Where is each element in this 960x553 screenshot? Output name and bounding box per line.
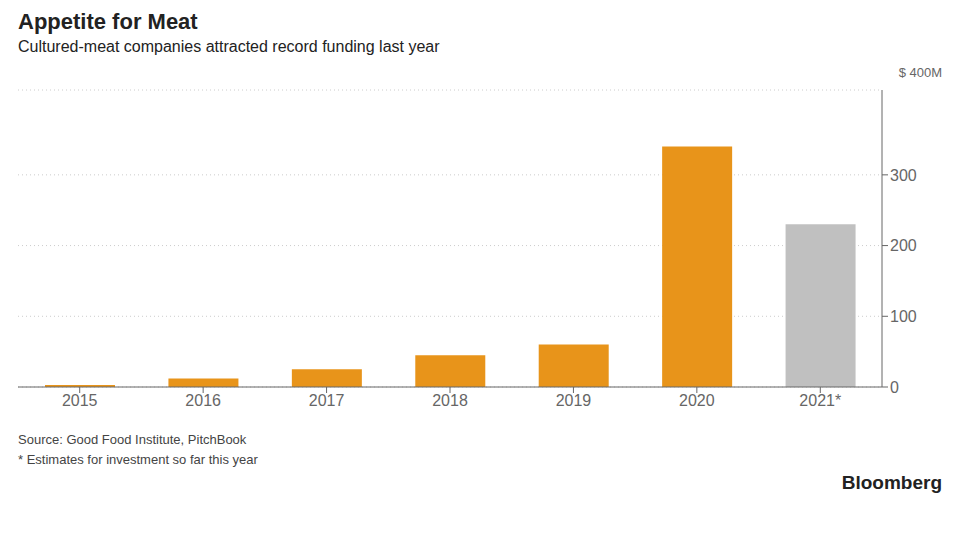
html-text:$ 400M: $ 400M [898,65,942,80]
svg-text:2018: 2018 [432,392,468,409]
html-text:* Estimates for investment so: * Estimates for investment so far this y… [18,452,258,467]
html-text:Bloomberg: Bloomberg [841,472,942,493]
svg-text:2020: 2020 [679,392,715,409]
svg-text:2019: 2019 [556,392,592,409]
svg-text:300: 300 [890,167,917,184]
svg-text:2017: 2017 [309,392,345,409]
svg-text:100: 100 [890,308,917,325]
svg-text:2015: 2015 [62,392,98,409]
svg-text:0: 0 [890,379,899,396]
svg-text:2016: 2016 [185,392,221,409]
svg-text:2021*: 2021* [799,392,841,409]
svg-text:200: 200 [890,237,917,254]
html-text:Cultured-meat companies attrac: Cultured-meat companies attracted record… [18,38,440,55]
html-text:Source: Good Food Institute, P: Source: Good Food Institute, PitchBook [18,432,247,447]
html-text:Appetite for Meat: Appetite for Meat [18,9,198,34]
